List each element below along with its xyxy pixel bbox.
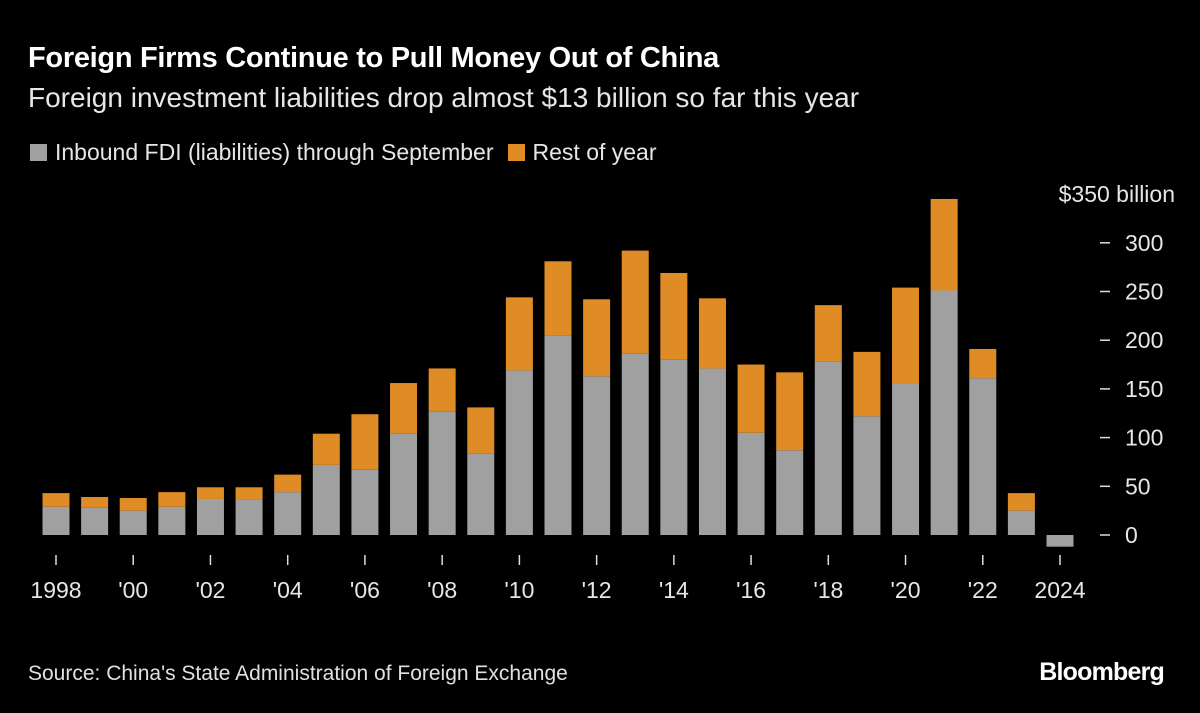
bar-rest-of-year-2015 [698,298,726,369]
bar-rest-of-year-2017 [776,372,804,451]
y-tick-label-150: 150 [1125,376,1163,402]
bar-through-september-2007 [390,433,418,535]
bar-through-september-2006 [351,469,379,535]
x-tick-label-2010: '10 [504,577,534,603]
bar-through-september-2001 [158,506,186,535]
x-tick-label-2012: '12 [582,577,612,603]
bar-through-september-2017 [776,450,804,535]
bar-rest-of-year-2023 [1007,493,1035,511]
bar-rest-of-year-2016 [737,364,765,433]
x-tick-label-2004: '04 [273,577,303,603]
bar-rest-of-year-1999 [81,497,109,508]
legend-swatch-orange [507,144,525,161]
x-tick-label-2020: '20 [891,577,921,603]
y-tick-label-100: 100 [1125,425,1163,451]
bar-rest-of-year-2020 [892,287,920,384]
bar-through-september-2021 [930,290,958,535]
bar-rest-of-year-2008 [428,368,456,412]
x-tick-label-2008: '08 [427,577,457,603]
bar-through-september-2023 [1007,510,1035,535]
x-tick-label-2024: 2024 [1034,577,1085,603]
bar-through-september-2014 [660,359,688,535]
bar-rest-of-year-2021 [930,198,958,291]
bloomberg-logo: Bloomberg [1039,658,1165,686]
y-axis-top-label: $350 billion [1059,181,1175,207]
bar-through-september-2022 [969,378,997,535]
bar-rest-of-year-2013 [621,250,649,354]
bar-rest-of-year-2003 [235,487,263,500]
x-tick-label-2014: '14 [659,577,689,603]
y-tick-label-0: 0 [1125,522,1138,548]
bar-rest-of-year-2012 [583,299,611,377]
source-note: Source: China's State Administration of … [28,662,568,685]
bar-through-september-2002 [196,498,224,535]
legend-label: Rest of year [532,139,657,165]
x-tick-label-2018: '18 [813,577,843,603]
bar-rest-of-year-2007 [390,383,418,434]
bar-rest-of-year-2009 [467,407,495,454]
bar-rest-of-year-2010 [505,297,533,371]
bar-through-september-2016 [737,432,765,535]
bar-through-september-2008 [428,411,456,535]
x-tick-label-2022: '22 [968,577,998,603]
bar-rest-of-year-2022 [969,348,997,379]
bar-rest-of-year-2002 [196,487,224,499]
bar-through-september-2019 [853,416,881,535]
bar-rest-of-year-2014 [660,272,688,360]
x-tick-label-2006: '06 [350,577,380,603]
bar-through-september-2020 [892,383,920,535]
bar-rest-of-year-2011 [544,261,572,336]
bar-through-september-2013 [621,353,649,535]
bar-through-september-2003 [235,499,263,535]
bar-through-september-1998 [42,506,70,535]
bar-through-september-2012 [583,376,611,535]
bar-rest-of-year-2005 [312,433,340,465]
bar-through-september-2005 [312,464,340,535]
y-tick-label-300: 300 [1125,230,1163,256]
x-tick-label-2002: '02 [195,577,225,603]
x-tick-label-2016: '16 [736,577,766,603]
bar-rest-of-year-1998 [42,493,70,507]
bar-rest-of-year-2001 [158,492,186,507]
bar-rest-of-year-2000 [119,497,147,511]
chart-subtitle: Foreign investment liabilities drop almo… [28,82,860,113]
bar-rest-of-year-2019 [853,351,881,417]
bar-through-september-2015 [698,368,726,535]
bar-through-september-2000 [119,510,147,535]
legend-swatch-gray [30,144,47,161]
bar-rest-of-year-2018 [814,305,842,362]
legend-label: Inbound FDI (liabilities) through Septem… [55,139,494,165]
bar-rest-of-year-2006 [351,414,379,470]
bar-through-september-2009 [467,453,495,535]
bar-through-september-2010 [505,370,533,535]
bar-through-september-2018 [814,361,842,535]
bar-through-september-2011 [544,335,572,535]
y-tick-label-50: 50 [1125,473,1151,499]
chart-title: Foreign Firms Continue to Pull Money Out… [28,42,719,74]
legend-item-through-september: Inbound FDI (liabilities) through Septem… [30,139,494,166]
bar-through-september-2024 [1046,535,1074,547]
bar-through-september-1999 [81,507,109,535]
y-tick-label-200: 200 [1125,327,1163,353]
bar-through-september-2004 [274,492,302,535]
legend: Inbound FDI (liabilities) through Septem… [30,139,671,166]
y-tick-label-250: 250 [1125,279,1163,305]
legend-item-rest-of-year: Rest of year [507,139,657,166]
x-tick-label-2000: '00 [118,577,148,603]
x-tick-label-1998: 1998 [30,577,81,603]
bar-rest-of-year-2004 [274,474,302,493]
